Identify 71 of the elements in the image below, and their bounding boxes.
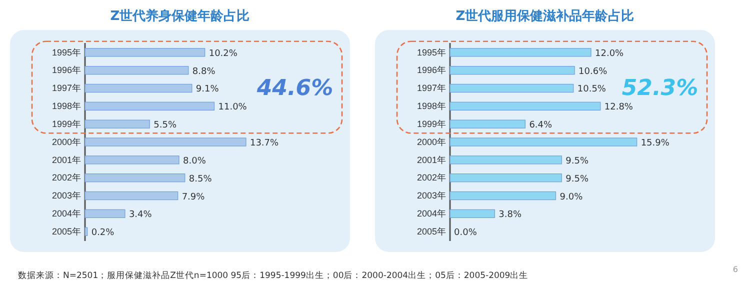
data-label: 10.5% bbox=[577, 84, 606, 95]
bar bbox=[450, 84, 574, 93]
y-tick-label: 2005年 bbox=[52, 226, 81, 236]
data-label: 6.4% bbox=[529, 120, 553, 131]
y-tick-label: 2000年 bbox=[416, 136, 446, 147]
bar bbox=[450, 138, 638, 146]
bar bbox=[450, 156, 562, 164]
y-tick-label: 2001年 bbox=[52, 154, 81, 165]
y-tick-label: 1999年 bbox=[416, 118, 446, 129]
bar bbox=[450, 120, 526, 128]
data-label: 5.5% bbox=[154, 120, 177, 131]
data-label: 3.4% bbox=[128, 210, 152, 220]
bar bbox=[450, 66, 575, 75]
bar bbox=[450, 209, 495, 218]
data-label: 3.8% bbox=[498, 210, 522, 220]
y-tick-label: 1998年 bbox=[416, 101, 446, 112]
y-tick-label: 1995年 bbox=[52, 47, 81, 58]
data-label: 12.0% bbox=[595, 48, 624, 59]
data-label: 7.9% bbox=[182, 192, 206, 202]
text: 44.6% bbox=[256, 76, 334, 102]
y-tick-label: 2001年 bbox=[416, 154, 446, 165]
bar bbox=[84, 66, 189, 75]
y-tick-label: 1997年 bbox=[52, 83, 81, 94]
annotation: 52.3% bbox=[622, 76, 698, 102]
bar bbox=[84, 120, 150, 128]
bar bbox=[84, 48, 206, 57]
bar bbox=[84, 174, 186, 182]
data-label: 10.2% bbox=[208, 48, 238, 59]
y-tick-label: 1999年 bbox=[52, 118, 81, 129]
y-tick-label: 2003年 bbox=[416, 190, 446, 201]
bar bbox=[450, 102, 601, 110]
y-tick-label: 1995年 bbox=[416, 47, 446, 58]
bar bbox=[84, 156, 180, 164]
bar bbox=[84, 138, 246, 146]
data-label: 11.0% bbox=[218, 102, 248, 113]
bar bbox=[450, 48, 592, 57]
y-tick-label: 1996年 bbox=[416, 65, 446, 76]
bar bbox=[84, 209, 126, 218]
bar bbox=[450, 191, 556, 200]
data-label: 15.9% bbox=[640, 138, 670, 148]
text: 6 bbox=[732, 265, 738, 274]
y-tick-label: 1997年 bbox=[416, 83, 446, 94]
source-note: 数据来源：N=2501；服用保健滋补品Z世代n=1000 95后：1995-1999出生；00后：2000-2004出生；05后：2005-2009出生 bbox=[18, 270, 528, 281]
y-tick-label: 2002年 bbox=[416, 172, 446, 183]
data-label: 10.6% bbox=[578, 66, 608, 77]
y-tick-label: 1996年 bbox=[52, 65, 81, 76]
data-label: 0.2% bbox=[91, 228, 115, 238]
bar bbox=[84, 191, 178, 200]
bar bbox=[450, 174, 562, 182]
data-label: 9.5% bbox=[566, 174, 589, 184]
bar bbox=[84, 227, 88, 236]
data-label: 8.8% bbox=[192, 66, 216, 77]
y-tick-label: 2002年 bbox=[52, 172, 81, 183]
y-tick-label: 2004年 bbox=[416, 208, 446, 219]
bar bbox=[84, 102, 215, 110]
chart-title: Z世代养身保健年龄占比 bbox=[110, 8, 250, 24]
y-tick-label: 2004年 bbox=[52, 208, 81, 219]
data-label: 8.5% bbox=[188, 174, 212, 184]
data-label: 9.5% bbox=[566, 156, 589, 166]
data-label: 13.7% bbox=[250, 138, 280, 148]
data-label: 8.0% bbox=[183, 156, 206, 166]
data-label: 0.0% bbox=[454, 228, 478, 238]
y-tick-label: 2000年 bbox=[52, 136, 81, 147]
y-tick-label: 2005年 bbox=[416, 226, 446, 236]
data-label: 9.0% bbox=[560, 192, 584, 202]
data-label: 12.8% bbox=[604, 102, 634, 113]
bar bbox=[84, 84, 192, 93]
data-label: 9.1% bbox=[196, 84, 220, 95]
chart-title: Z世代服用保健滋补品年龄占比 bbox=[456, 8, 634, 24]
y-tick-label: 2003年 bbox=[52, 190, 81, 201]
y-tick-label: 1998年 bbox=[52, 101, 81, 112]
